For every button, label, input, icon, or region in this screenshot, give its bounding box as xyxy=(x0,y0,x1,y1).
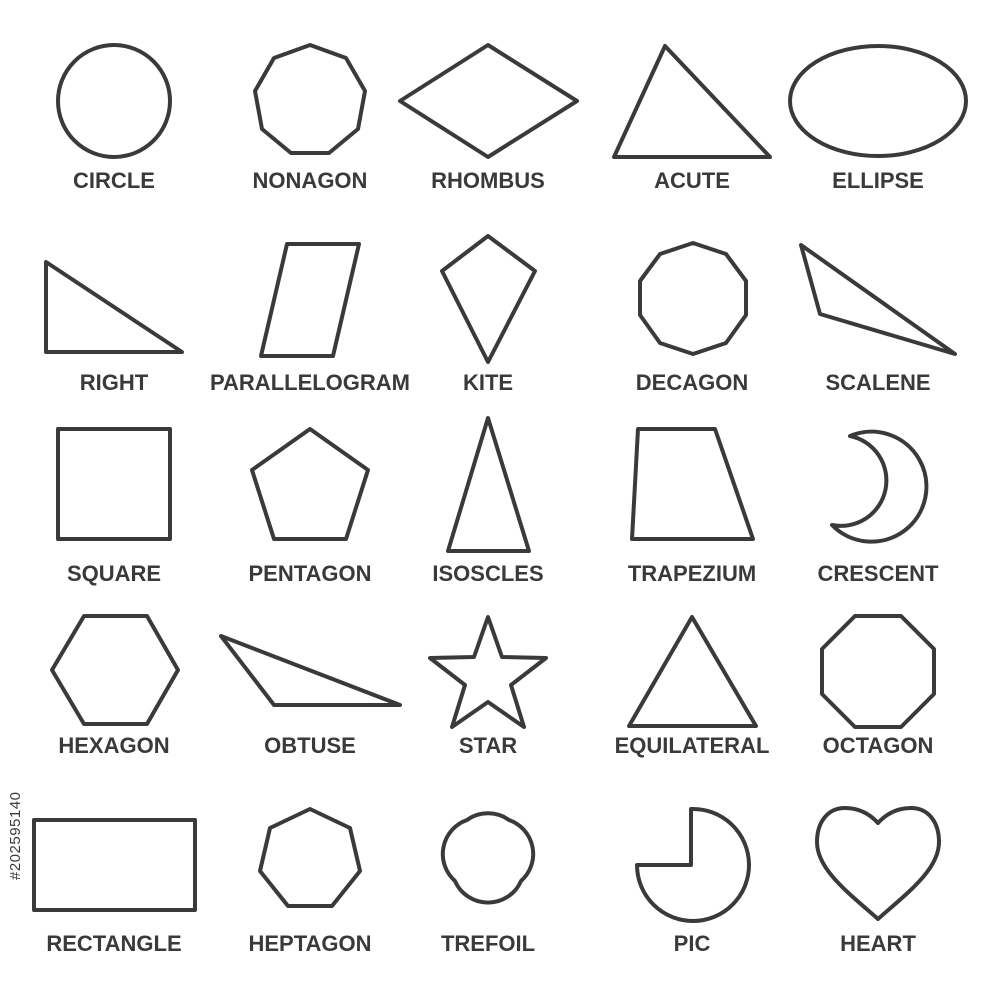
decagon-shape xyxy=(638,241,748,356)
stock-id-text: #202595140 xyxy=(7,791,24,880)
crescent-shape xyxy=(830,429,929,544)
heptagon-shape xyxy=(258,807,362,908)
label-isoscles: ISOSCLES xyxy=(432,561,544,586)
label-right: RIGHT xyxy=(79,370,149,395)
label-rhombus: RHOMBUS xyxy=(431,168,545,193)
label-crescent: CRESCENT xyxy=(817,561,939,586)
label-ellipse: ELLIPSE xyxy=(832,168,924,193)
label-parallelogram: PARALLELOGRAM xyxy=(209,370,411,395)
label-trefoil: TREFOIL xyxy=(440,931,536,956)
isoscles-shape xyxy=(446,416,531,553)
label-decagon: DECAGON xyxy=(635,370,749,395)
label-pic: PIC xyxy=(673,931,711,956)
kite-shape xyxy=(440,234,537,364)
label-acute: ACUTE xyxy=(654,168,730,193)
rectangle-shape xyxy=(32,818,197,912)
label-heptagon: HEPTAGON xyxy=(248,931,372,956)
heart-shape xyxy=(815,806,941,921)
hexagon-shape xyxy=(50,614,180,726)
label-trapezium: TRAPEZIUM xyxy=(627,561,757,586)
square-shape xyxy=(56,427,172,541)
pic-shape xyxy=(635,806,751,923)
obtuse-shape xyxy=(219,634,402,707)
label-heart: HEART xyxy=(840,931,916,956)
label-star: STAR xyxy=(458,733,518,758)
label-circle: CIRCLE xyxy=(73,168,155,193)
label-obtuse: OBTUSE xyxy=(264,733,356,758)
label-equilateral: EQUILATERAL xyxy=(614,733,770,758)
label-kite: KITE xyxy=(462,370,514,395)
acute-shape xyxy=(612,44,772,159)
label-square: SQUARE xyxy=(66,561,162,586)
scalene-shape xyxy=(799,243,957,356)
circle-shape xyxy=(56,43,172,159)
label-hexagon: HEXAGON xyxy=(58,733,170,758)
octagon-shape xyxy=(820,614,936,729)
label-rectangle: RECTANGLE xyxy=(46,931,182,956)
trapezium-shape xyxy=(630,427,755,541)
label-scalene: SCALENE xyxy=(825,370,931,395)
trefoil-shape xyxy=(440,811,536,905)
star-shape xyxy=(428,615,548,729)
ellipse-shape xyxy=(788,44,968,158)
pentagon-shape xyxy=(250,427,370,541)
right-shape xyxy=(44,260,184,354)
label-pentagon: PENTAGON xyxy=(248,561,372,586)
equilateral-shape xyxy=(627,615,758,728)
rhombus-shape xyxy=(398,43,579,159)
parallelogram-shape xyxy=(259,242,361,358)
label-nonagon: NONAGON xyxy=(252,168,368,193)
label-octagon: OCTAGON xyxy=(822,733,934,758)
nonagon-shape xyxy=(253,43,367,155)
